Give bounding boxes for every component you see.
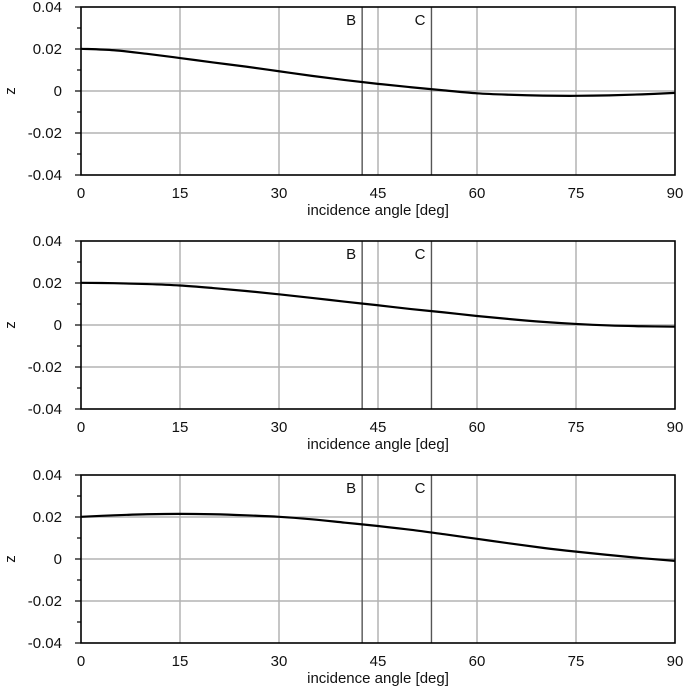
x-tick-label: 15	[172, 419, 189, 436]
x-axis-title: incidence angle [deg]	[307, 670, 449, 687]
y-tick-label: 0.04	[33, 233, 62, 250]
chart-panel-2: B C 0.04 0.02 0 -0.02 -0.04 0 15 30 45 60 75 90 incide…	[2, 233, 683, 453]
marker-label-c: C	[415, 12, 426, 29]
y-tick-label: -0.04	[28, 635, 62, 652]
marker-label-b: B	[346, 246, 356, 263]
y-tick-label: -0.04	[28, 167, 62, 184]
x-tick-label: 15	[172, 653, 189, 670]
x-tick-label: 90	[667, 419, 684, 436]
x-axis-title: incidence angle [deg]	[307, 202, 449, 219]
x-tick-label: 0	[77, 185, 85, 202]
y-tick-label: -0.04	[28, 401, 62, 418]
chart-panel-1: B C 0.04 0.02 0 -0.02 -0.04 0 15 30 45 60 75 90 incide…	[2, 0, 683, 219]
marker-label-b: B	[346, 480, 356, 497]
x-tick-label: 30	[271, 653, 288, 670]
y-axis-title: z	[2, 87, 19, 95]
marker-label-c: C	[415, 246, 426, 263]
y-axis-title: z	[2, 321, 19, 329]
y-tick-label: 0.02	[33, 275, 62, 292]
y-tick-label: 0.02	[33, 41, 62, 58]
x-tick-label: 15	[172, 185, 189, 202]
y-tick-label: -0.02	[28, 593, 62, 610]
x-tick-label: 0	[77, 653, 85, 670]
x-tick-label: 30	[271, 185, 288, 202]
x-tick-label: 90	[667, 653, 684, 670]
y-tick-label: -0.02	[28, 125, 62, 142]
y-tick-label: 0.04	[33, 0, 62, 16]
series-line	[80, 512, 676, 562]
series-line	[80, 47, 676, 97]
x-tick-label: 75	[568, 419, 585, 436]
marker-label-b: B	[346, 12, 356, 29]
x-axis-title: incidence angle [deg]	[307, 436, 449, 453]
y-axis-title: z	[2, 555, 19, 563]
y-tick-label: 0	[54, 83, 62, 100]
x-tick-label: 60	[469, 653, 486, 670]
x-tick-label: 60	[469, 185, 486, 202]
x-tick-label: 75	[568, 185, 585, 202]
chart-panel-3: B C 0.04 0.02 0 -0.02 -0.04 0 15 30 45 60 75 90 incide…	[2, 467, 683, 687]
x-tick-label: 30	[271, 419, 288, 436]
y-tick-label: 0	[54, 551, 62, 568]
series-line	[80, 281, 676, 328]
x-tick-label: 0	[77, 419, 85, 436]
x-tick-label: 60	[469, 419, 486, 436]
y-tick-label: 0	[54, 317, 62, 334]
y-tick-label: 0.04	[33, 467, 62, 484]
x-tick-label: 45	[370, 653, 387, 670]
y-tick-label: 0.02	[33, 509, 62, 526]
x-tick-label: 75	[568, 653, 585, 670]
y-tick-label: -0.02	[28, 359, 62, 376]
x-tick-label: 90	[667, 185, 684, 202]
marker-label-c: C	[415, 480, 426, 497]
x-tick-label: 45	[370, 185, 387, 202]
x-tick-label: 45	[370, 419, 387, 436]
